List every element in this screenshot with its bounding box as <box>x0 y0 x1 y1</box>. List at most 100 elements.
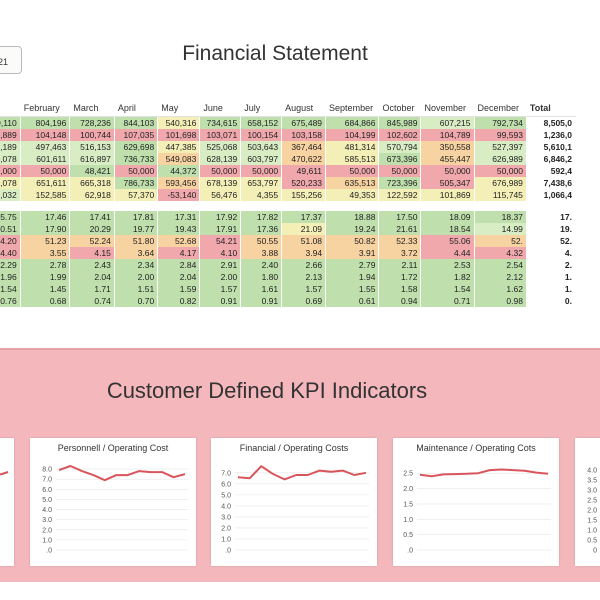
kpi-card-financial-operating[interactable]: Financial / Operating Costs 7.0 6.0 5.0 4.0… <box>211 438 377 566</box>
table-cell: 4,889 <box>0 129 21 141</box>
table-cell: 104,199 <box>325 129 380 141</box>
column-header[interactable]: August <box>281 100 327 117</box>
table-cell: 676,989 <box>474 177 527 189</box>
table-header-row: uaryFebruaryMarchAprilMayJuneJulyAugustS… <box>0 100 577 117</box>
table-row: 11,032152,58562,91857,370-53,14056,4764,… <box>0 189 577 201</box>
table-row: 1.96 1.99 2.04 2.00 2.04 2.00 1.80 2.13 1.94 1.72… <box>0 271 577 283</box>
table-cell: 4.44 <box>420 247 475 259</box>
series-line <box>237 465 367 481</box>
table-cell: 1.55 <box>325 283 380 295</box>
y-tick-label: 6.0 <box>42 487 52 494</box>
column-header[interactable]: uary <box>0 100 21 117</box>
table-cell: 50,000 <box>325 165 380 177</box>
table-cell: 684,866 <box>325 116 380 129</box>
table-cell: 786,733 <box>114 177 159 189</box>
table-cell: 4.10 <box>199 247 242 259</box>
column-header[interactable]: June <box>199 100 242 117</box>
column-header[interactable]: May <box>157 100 201 117</box>
table-cell: 100,154 <box>240 129 283 141</box>
column-header[interactable]: February <box>20 100 71 117</box>
y-tick-label: 4.0 <box>221 503 231 510</box>
table-row: 9,110804,196728,236844,103540,316734,615… <box>0 116 577 129</box>
table-cell: 115,745 <box>474 189 527 201</box>
y-tick-label: 7.0 <box>42 477 52 484</box>
table-cell: 653,797 <box>240 177 283 189</box>
kpi-card-personnel-operating[interactable]: Personnell / Operating Cost 8.0 7.0 6.0 5.0… <box>30 438 196 566</box>
table-cell: 2.29 <box>0 259 21 271</box>
table-cell: 455,447 <box>420 153 475 165</box>
table-row: 1.54 1.45 1.71 1.51 1.59 1.57 1.61 1.57 1.55 1.58… <box>0 283 577 295</box>
table-cell: 0.91 <box>240 295 283 307</box>
table-cell: 0.68 <box>20 295 71 307</box>
column-header[interactable]: July <box>240 100 283 117</box>
table-cell: 14.99 <box>474 223 527 235</box>
table-cell: 1,066,4 <box>526 189 577 201</box>
table-cell: 50,000 <box>199 165 242 177</box>
table-cell: 616,897 <box>69 153 115 165</box>
table-cell: 2.12 <box>474 271 527 283</box>
y-tick-label: 2.0 <box>403 486 413 493</box>
spacer-cell <box>0 201 576 211</box>
table-cell: 2.11 <box>378 259 422 271</box>
table-cell: 626,989 <box>474 153 527 165</box>
kpi-card-maintenance-operating[interactable]: Maintenance / Operating Cots 2.5 2.0 1.5 1.… <box>393 438 559 566</box>
column-header[interactable]: November <box>420 100 475 117</box>
y-tick-label: 6.0 <box>221 481 231 488</box>
table-cell: 8,505,0 <box>526 116 577 129</box>
kpi-section-title: Customer Defined KPI Indicators <box>106 378 428 403</box>
table-cell: 155,256 <box>281 189 327 201</box>
table-cell: 17.91 <box>199 223 242 235</box>
table-cell: 107,035 <box>114 129 159 141</box>
table-cell: 1.54 <box>0 283 21 295</box>
year-slicer[interactable]: 21 <box>0 46 22 74</box>
table-cell: 152,585 <box>20 189 71 201</box>
table-cell: 1.59 <box>157 283 201 295</box>
table-cell: 2.91 <box>199 259 242 271</box>
table-cell: 3.91 <box>325 247 380 259</box>
column-header[interactable]: October <box>378 100 422 117</box>
table-cell: 19.77 <box>114 223 159 235</box>
table-cell: 505,347 <box>420 177 475 189</box>
table-cell: 17.81 <box>114 211 159 223</box>
table-cell: 549,083 <box>157 153 201 165</box>
y-tick-label: 2.5 <box>587 498 597 505</box>
table-row: 8,078651,611665,318786,733593,456678,139… <box>0 177 577 189</box>
table-cell: 50,000 <box>0 165 21 177</box>
table-cell: 675,489 <box>281 116 327 129</box>
y-tick-label: 7.0 <box>221 470 231 477</box>
table-cell: 8,078 <box>0 153 21 165</box>
y-tick-label: 0 <box>593 548 597 555</box>
table-cell: 20.51 <box>0 223 21 235</box>
table-cell: 50,000 <box>240 165 283 177</box>
table-cell: 1.96 <box>0 271 21 283</box>
table-cell: 50.55 <box>240 235 283 247</box>
table-cell: 2.04 <box>157 271 201 283</box>
table-cell: 3.88 <box>240 247 283 259</box>
series-line <box>419 468 549 478</box>
table-cell: 17.82 <box>240 211 283 223</box>
table-cell: 50,000 <box>20 165 71 177</box>
table-cell: -53,140 <box>157 189 201 201</box>
y-tick-label: 1.0 <box>42 537 52 544</box>
table-cell: 4,355 <box>240 189 283 201</box>
column-header[interactable]: April <box>114 100 159 117</box>
table-row: 20.5117.9020.2919.7719.4317.9117.3621.09… <box>0 223 577 235</box>
table-cell: 0.70 <box>114 295 159 307</box>
table-cell: 1.57 <box>199 283 242 295</box>
table-cell: 3.64 <box>114 247 159 259</box>
column-header[interactable]: September <box>325 100 380 117</box>
table-cell: 52.24 <box>69 235 115 247</box>
table-cell: 20.29 <box>69 223 115 235</box>
kpi-card-partial-right[interactable]: 4.0 3.5 3.0 2.5 2.0 1.5 1.0 0.5 0 <box>575 438 600 566</box>
column-header[interactable]: December <box>474 100 527 117</box>
table-cell: 48,421 <box>69 165 115 177</box>
column-header[interactable]: March <box>69 100 115 117</box>
table-cell: 101,869 <box>420 189 475 201</box>
table-cell: 44,372 <box>157 165 201 177</box>
table-cell: 1,236,0 <box>526 129 577 141</box>
y-tick-label: 2.0 <box>587 508 597 515</box>
kpi-card-partial-left[interactable] <box>0 438 14 566</box>
column-header[interactable]: Total <box>526 100 577 117</box>
table-cell: 17.36 <box>240 223 283 235</box>
table-cell: 102,602 <box>378 129 422 141</box>
